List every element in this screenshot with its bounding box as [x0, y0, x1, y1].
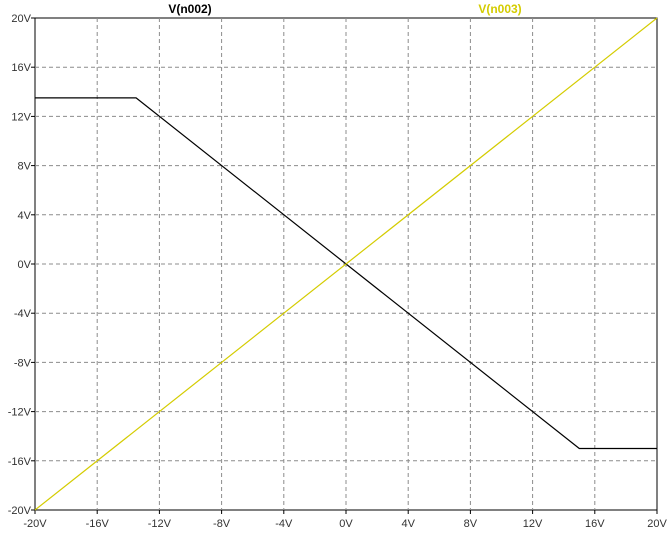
y-tick-label: 0V — [18, 259, 32, 271]
axis-ticks: -20V -16V -12V -8V -4V 0V 4V 8V 12V 16V 20V 20V 16V 1… — [8, 13, 668, 530]
x-tick-label: 4V — [401, 518, 415, 530]
x-tick-label: 0V — [339, 518, 353, 530]
y-tick-label: 16V — [11, 62, 31, 74]
y-tick-label: 4V — [18, 210, 32, 222]
series-line-v-n003 — [34, 17, 658, 511]
x-tick-label: -20V — [23, 518, 47, 530]
y-tick-label: -16V — [8, 456, 32, 468]
x-tick-label: 20V — [647, 518, 667, 530]
legend-entry-v-n003: V(n003) — [478, 2, 521, 16]
x-tick-label: -4V — [275, 518, 293, 530]
y-tick-label: 20V — [11, 13, 31, 25]
legend-entry-v-n002: V(n002) — [168, 2, 211, 16]
series-line-v-n002 — [35, 97, 657, 450]
y-tick-label: -12V — [8, 407, 32, 419]
series-lines — [34, 17, 658, 511]
y-tick-label: -8V — [14, 357, 32, 369]
y-tick-label: -20V — [8, 505, 32, 517]
y-tick-label: 12V — [11, 111, 31, 123]
x-tick-label: 12V — [523, 518, 543, 530]
x-tick-label: 8V — [464, 518, 478, 530]
x-tick-label: -12V — [148, 518, 172, 530]
x-tick-label: 16V — [585, 518, 605, 530]
x-tick-label: -16V — [86, 518, 110, 530]
y-tick-label: 8V — [18, 161, 32, 173]
x-tick-label: -8V — [213, 518, 231, 530]
y-tick-label: -4V — [14, 308, 32, 320]
